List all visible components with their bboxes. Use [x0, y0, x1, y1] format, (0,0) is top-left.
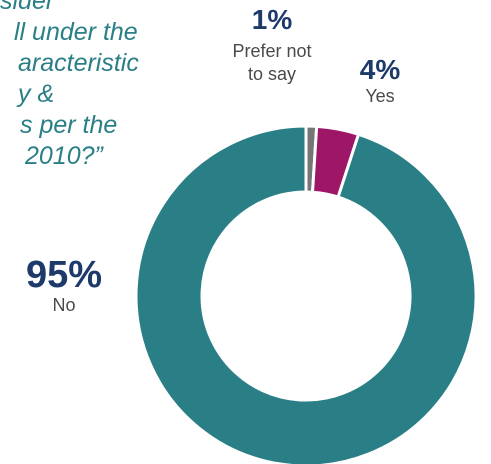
question-line: sider — [0, 0, 55, 15]
slice-label-yes: Yes — [365, 86, 395, 106]
slice-percent-prefer-not-to-say: 1% — [251, 4, 293, 35]
slice-percent-no: 95% — [25, 254, 103, 296]
question-line: y & — [18, 80, 55, 108]
question-line: aracteristic — [18, 49, 139, 77]
label-no: 95% No — [10, 255, 118, 315]
donut-slice-no — [134, 124, 478, 464]
question-line: ll under the — [14, 18, 138, 46]
slice-label-prefer-not-to-say: Prefer not to say — [232, 41, 312, 84]
label-yes: 4% Yes — [330, 54, 430, 106]
slice-percent-yes: 4% — [359, 54, 401, 85]
question-line: 2010?” — [25, 142, 103, 170]
survey-question: sider ll under the aracteristic y & s pe… — [0, 0, 139, 172]
label-prefer-not-to-say: 1% Prefer not to say — [210, 4, 334, 86]
question-line: s per the — [20, 111, 118, 139]
slice-label-no: No — [52, 295, 76, 315]
